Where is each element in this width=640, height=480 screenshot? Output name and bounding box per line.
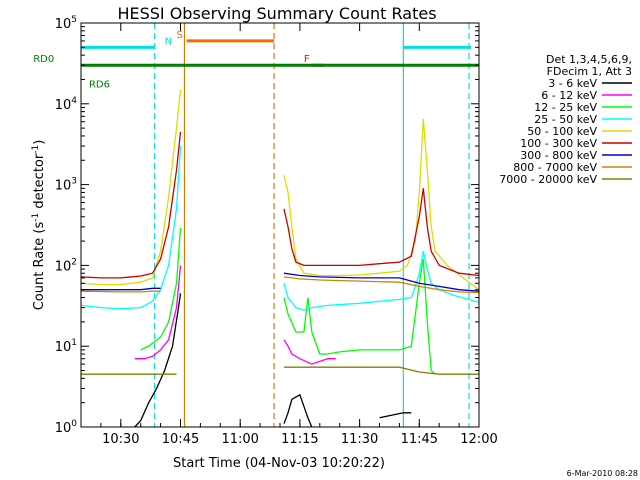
plot-frame xyxy=(80,22,480,428)
y-tick-label: 104 xyxy=(55,96,78,113)
legend-header: Det 1,3,4,5,6,9, xyxy=(546,53,632,66)
series-line xyxy=(80,89,182,286)
flag-label: N xyxy=(165,36,172,47)
y-axis-label: Count Rate (s-1 detector-1) xyxy=(31,140,47,311)
x-axis-label: Start Time (04-Nov-03 10:20:22) xyxy=(173,456,385,471)
y-tick-label: 100 xyxy=(55,419,78,436)
series-line xyxy=(283,272,480,292)
legend-label: 7000 - 20000 keV xyxy=(499,173,597,186)
y-axis: 100 101 102 103 104 105 xyxy=(55,15,479,436)
flag-label: S xyxy=(177,30,183,41)
series-line xyxy=(81,287,161,291)
legend-label: 25 - 50 keV xyxy=(534,113,597,126)
legend: Det 1,3,4,5,6,9,FDecim 1, Att 33 - 6 keV… xyxy=(499,53,632,186)
series-line xyxy=(134,265,182,360)
x-tick-label: 11:15 xyxy=(281,432,318,447)
timestamp: 6-Mar-2010 08:28 xyxy=(567,469,638,478)
series-line xyxy=(80,131,182,279)
series-line xyxy=(283,118,480,291)
x-tick-label: 11:30 xyxy=(341,432,378,447)
series-line xyxy=(80,290,161,293)
x-tick-label: 11:45 xyxy=(401,432,438,447)
series-line xyxy=(283,393,313,428)
series-line xyxy=(284,366,479,375)
legend-label: 50 - 100 keV xyxy=(527,125,597,138)
chart-title: HESSI Observing Summary Count Rates xyxy=(117,4,436,23)
series-line xyxy=(379,412,412,419)
legend-header: FDecim 1, Att 3 xyxy=(547,65,632,78)
legend-label: 12 - 25 keV xyxy=(534,101,597,114)
plot-area: NS F RD0 RD6 xyxy=(33,23,480,428)
y-tick-label: 103 xyxy=(55,177,77,194)
series-line xyxy=(80,145,182,310)
flag-label: RD6 xyxy=(89,79,110,90)
legend-label: 100 - 300 keV xyxy=(520,137,597,150)
legend-label: 6 - 12 keV xyxy=(541,89,597,102)
series-line xyxy=(134,293,182,428)
x-tick-label: 10:30 xyxy=(102,432,139,447)
x-tick-label: 10:45 xyxy=(162,432,199,447)
flag-label: F xyxy=(304,54,310,65)
y-tick-label: 102 xyxy=(55,257,77,274)
y-tick-label: 101 xyxy=(55,338,77,355)
series-line xyxy=(283,339,336,365)
series-line xyxy=(283,251,480,311)
series-line xyxy=(283,258,436,375)
legend-label: 300 - 800 keV xyxy=(520,149,597,162)
series-line xyxy=(283,276,480,294)
flag-label: RD0 xyxy=(33,54,54,65)
legend-label: 800 - 7000 keV xyxy=(513,161,597,174)
x-tick-label: 12:00 xyxy=(460,432,497,447)
x-tick-label: 11:00 xyxy=(221,432,258,447)
y-tick-label: 105 xyxy=(55,15,77,32)
x-axis: 10:30 10:45 11:00 11:15 11:30 11:45 12:00 xyxy=(80,23,498,447)
series-line xyxy=(283,188,480,277)
series-line xyxy=(140,227,182,351)
legend-label: 3 - 6 keV xyxy=(548,77,597,90)
